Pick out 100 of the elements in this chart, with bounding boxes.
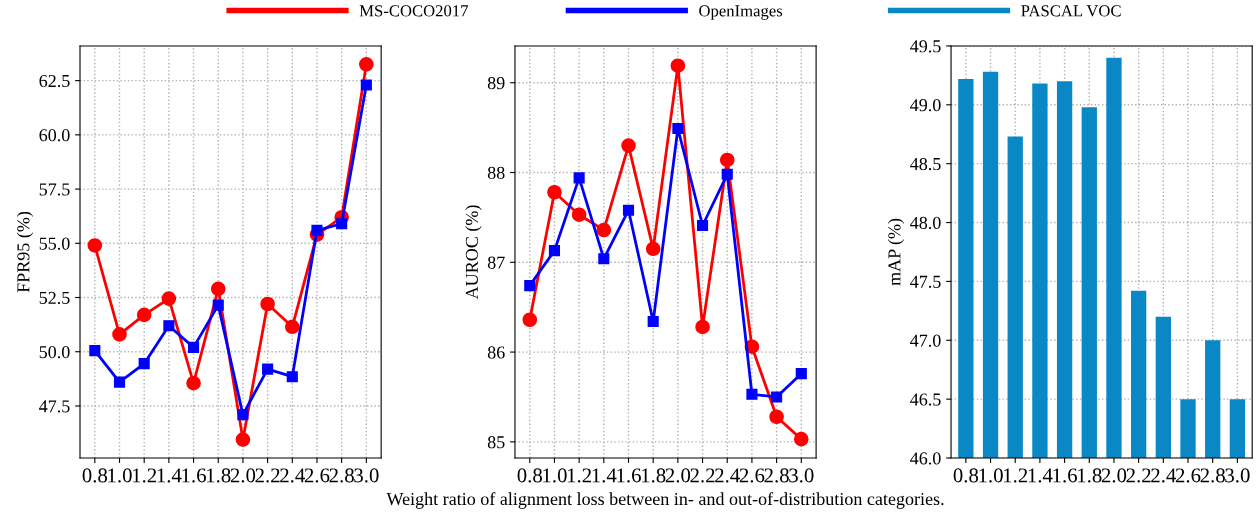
point bbox=[235, 432, 251, 447]
point bbox=[596, 222, 612, 238]
y-tick-label: 52.5 bbox=[39, 291, 70, 305]
x-tick-label: 2.0 bbox=[230, 468, 256, 483]
y-tick-label: 47.5 bbox=[39, 400, 70, 413]
y-tick-label: 46.5 bbox=[910, 393, 941, 406]
point bbox=[571, 207, 587, 223]
x-tick-label: 1.4 bbox=[592, 468, 617, 483]
y-axis-title: FPR95 (%) bbox=[16, 211, 34, 293]
y-tick-label: 87 bbox=[487, 256, 505, 269]
point bbox=[670, 58, 686, 73]
point bbox=[769, 409, 784, 425]
x-tick-label: 2.6 bbox=[304, 468, 330, 483]
y-tick-label: 49.0 bbox=[910, 99, 941, 112]
point bbox=[622, 204, 635, 216]
y-axis-title: AUROC (%) bbox=[465, 205, 482, 300]
point bbox=[286, 371, 298, 383]
point bbox=[621, 138, 636, 153]
y-tick-label: 89 bbox=[487, 77, 505, 90]
point bbox=[522, 312, 538, 328]
y-tick-label: 47.5 bbox=[910, 275, 941, 288]
text: PASCAL VOC bbox=[1021, 5, 1121, 17]
x-tick-label: 3.0 bbox=[789, 468, 814, 483]
point bbox=[719, 152, 735, 168]
x-tick-label: 1.0 bbox=[543, 468, 567, 483]
x-tick-label: 2.4 bbox=[715, 468, 740, 483]
point bbox=[336, 218, 348, 230]
x-tick-label: 3.0 bbox=[354, 468, 379, 483]
point bbox=[186, 375, 201, 391]
x-tick-label: 2.6 bbox=[1175, 468, 1201, 483]
point bbox=[645, 241, 661, 257]
point bbox=[695, 319, 710, 335]
x-tick-label: 1.6 bbox=[617, 468, 641, 483]
point bbox=[311, 224, 323, 236]
y-tick-label: 60.0 bbox=[39, 129, 70, 142]
point bbox=[795, 368, 807, 380]
point bbox=[672, 122, 684, 135]
x-tick-label: 0.8 bbox=[953, 468, 979, 483]
point bbox=[212, 299, 224, 311]
x-tick-label: 2.6 bbox=[739, 468, 765, 483]
point bbox=[598, 253, 610, 265]
x-tick-label: 2.0 bbox=[665, 468, 691, 483]
y-tick-label: 48.5 bbox=[910, 157, 941, 171]
y-tick-label: 48.0 bbox=[910, 216, 941, 230]
x-tick-label: 0.8 bbox=[82, 468, 108, 483]
point bbox=[721, 168, 733, 180]
point bbox=[548, 245, 561, 257]
point bbox=[161, 291, 177, 306]
x-tick-label: 1.0 bbox=[108, 468, 132, 483]
x-tick-label: 2.2 bbox=[690, 468, 715, 483]
x-tick-label: 2.8 bbox=[764, 468, 789, 483]
x-tick-label: 3.0 bbox=[1225, 468, 1250, 483]
point bbox=[359, 57, 374, 72]
x-tick-label: 1.4 bbox=[1028, 468, 1053, 483]
y-tick-label: 55.0 bbox=[39, 237, 70, 250]
x-tick-label: 1.8 bbox=[642, 468, 666, 483]
point bbox=[360, 79, 372, 91]
x-tick-label: 2.2 bbox=[255, 468, 280, 483]
point bbox=[112, 327, 127, 342]
x-tick-label: 2.8 bbox=[329, 468, 354, 483]
x-tick-label: 0.8 bbox=[517, 468, 542, 483]
x-tick-label: 2.4 bbox=[280, 468, 305, 483]
y-tick-label: 49.5 bbox=[910, 40, 941, 53]
x-tick-label: 2.4 bbox=[1151, 468, 1177, 483]
x-tick-label: 2.8 bbox=[1200, 468, 1225, 483]
point bbox=[136, 307, 152, 323]
point bbox=[163, 320, 175, 332]
x-axis-title: Weight ratio of alignment loss between in- and out-of-distribution categories. bbox=[386, 492, 944, 509]
x-tick-label: 1.2 bbox=[133, 468, 157, 483]
y-tick-label: 47.0 bbox=[910, 334, 941, 347]
x-tick-label: 1.8 bbox=[1078, 468, 1102, 483]
text: OpenImages bbox=[699, 5, 783, 20]
point bbox=[284, 319, 300, 335]
x-tick-label: 2.0 bbox=[1101, 468, 1127, 483]
point bbox=[260, 296, 275, 312]
x-tick-label: 1.6 bbox=[182, 468, 206, 483]
point bbox=[187, 341, 200, 353]
point bbox=[237, 409, 249, 421]
point bbox=[647, 315, 659, 328]
point bbox=[547, 184, 562, 200]
x-tick-label: 1.2 bbox=[1004, 468, 1028, 483]
y-axis-title: mAP (%) bbox=[887, 218, 905, 286]
y-tick-label: 85 bbox=[487, 436, 505, 449]
point bbox=[771, 391, 783, 403]
point bbox=[746, 388, 758, 400]
point bbox=[87, 238, 103, 253]
point bbox=[524, 280, 536, 292]
y-tick-label: 46.0 bbox=[910, 452, 941, 465]
y-tick-label: 86 bbox=[487, 346, 505, 359]
point bbox=[89, 345, 101, 357]
x-tick-label: 2.2 bbox=[1126, 468, 1151, 483]
y-tick-label: 88 bbox=[487, 166, 505, 179]
point bbox=[113, 376, 126, 388]
x-tick-label: 1.6 bbox=[1053, 468, 1077, 483]
x-tick-label: 1.8 bbox=[207, 468, 231, 483]
point bbox=[573, 172, 585, 184]
x-tick-label: 1.2 bbox=[567, 468, 592, 483]
point bbox=[210, 281, 226, 297]
y-tick-label: 50.0 bbox=[39, 346, 70, 359]
text: MS-COCO2017 bbox=[359, 5, 468, 17]
